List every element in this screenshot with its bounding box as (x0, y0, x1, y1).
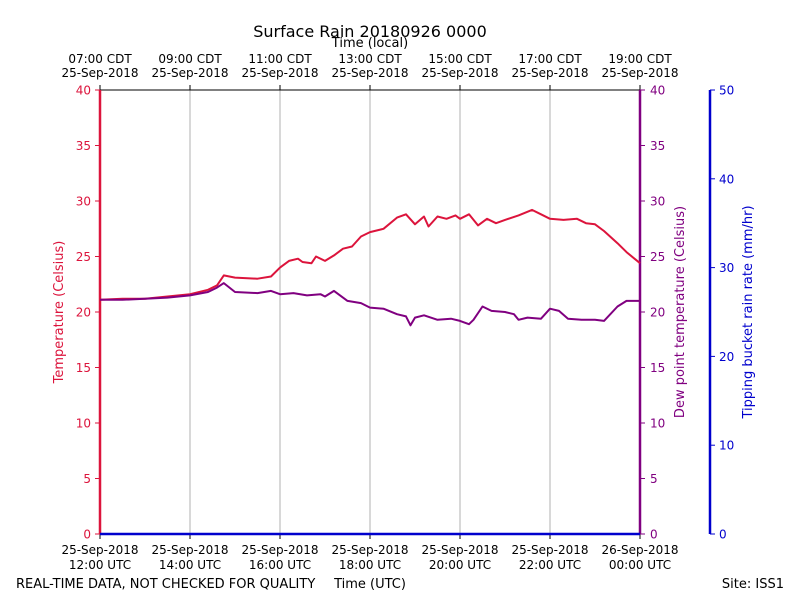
temperature-line (99, 208, 641, 301)
x-tick-label-top-time: 11:00 CDT (248, 52, 312, 66)
quality-disclaimer: REAL-TIME DATA, NOT CHECKED FOR QUALITY (16, 577, 315, 592)
rain-tick-label: 0 (719, 528, 727, 542)
x-tick-label-top-time: 13:00 CDT (338, 52, 402, 66)
dewpoint-tick-label: 15 (650, 361, 665, 375)
x-tick-label-top-date: 25-Sep-2018 (151, 66, 228, 80)
dewpoint-tick-label: 0 (650, 528, 658, 542)
x-tick-label-top-date: 25-Sep-2018 (241, 66, 318, 80)
x-tick-label-bottom-date: 26-Sep-2018 (601, 543, 678, 557)
x-tick-label-bottom-date: 25-Sep-2018 (511, 543, 588, 557)
x-tick-label-bottom-time: 12:00 UTC (69, 558, 131, 572)
x-tick-label-bottom-date: 25-Sep-2018 (151, 543, 228, 557)
left-axis-label: Temperature (Celsius) (52, 241, 67, 385)
x-tick-label-bottom-date: 25-Sep-2018 (61, 543, 138, 557)
grid-lines (189, 90, 551, 534)
x-tick-label-bottom-time: 22:00 UTC (519, 558, 581, 572)
site-label: Site: ISS1 (722, 577, 784, 592)
temp-tick-label: 0 (83, 528, 91, 542)
rain-tick-label: 40 (719, 172, 734, 186)
dewpoint-tick-label: 10 (650, 417, 665, 431)
temp-tick-label: 20 (76, 306, 91, 320)
x-tick-label-bottom-date: 25-Sep-2018 (241, 543, 318, 557)
axes (95, 85, 715, 539)
x-tick-label-bottom-date: 25-Sep-2018 (421, 543, 498, 557)
x-tick-label-top-date: 25-Sep-2018 (511, 66, 588, 80)
x-tick-label-top-time: 15:00 CDT (428, 52, 492, 66)
x-tick-label-top-date: 25-Sep-2018 (331, 66, 408, 80)
rain-tick-label: 30 (719, 261, 734, 275)
data-series (99, 208, 641, 536)
x-tick-label-top-date: 25-Sep-2018 (421, 66, 498, 80)
x-tick-label-bottom-date: 25-Sep-2018 (331, 543, 408, 557)
temp-tick-label: 30 (76, 195, 91, 209)
dewpoint-line (100, 282, 640, 327)
x-tick-label-top-time: 09:00 CDT (158, 52, 222, 66)
rain-tick-label: 20 (719, 350, 734, 364)
chart-title: Surface Rain 20180926 0000 (253, 22, 487, 41)
x-tick-label-bottom-time: 16:00 UTC (249, 558, 311, 572)
x-tick-label-top-date: 25-Sep-2018 (601, 66, 678, 80)
x-tick-label-top-time: 17:00 CDT (518, 52, 582, 66)
dewpoint-tick-label: 5 (650, 472, 658, 486)
dewpoint-tick-label: 25 (650, 250, 665, 264)
temp-tick-label: 10 (76, 417, 91, 431)
bottom-axis-label: Time (UTC) (333, 577, 406, 592)
x-tick-label-bottom-time: 18:00 UTC (339, 558, 401, 572)
top-axis-label: Time (local) (331, 36, 408, 51)
temp-tick-label: 40 (76, 84, 91, 98)
right-axis-label: Dew point temperature (Celsius) (673, 206, 688, 418)
x-tick-label-bottom-time: 00:00 UTC (609, 558, 671, 572)
rain-tick-label: 10 (719, 439, 734, 453)
temp-tick-label: 15 (76, 361, 91, 375)
dewpoint-tick-label: 35 (650, 139, 665, 153)
dewpoint-tick-label: 40 (650, 84, 665, 98)
temp-tick-label: 25 (76, 250, 91, 264)
rain-tick-label: 50 (719, 84, 734, 98)
far-right-axis-label: Tipping bucket rain rate (mm/hr) (741, 205, 756, 419)
temp-tick-label: 35 (76, 139, 91, 153)
dewpoint-tick-label: 20 (650, 306, 665, 320)
x-tick-label-top-time: 07:00 CDT (68, 52, 132, 66)
x-tick-label-top-time: 19:00 CDT (608, 52, 672, 66)
x-tick-label-bottom-time: 14:00 UTC (159, 558, 221, 572)
x-tick-label-top-date: 25-Sep-2018 (61, 66, 138, 80)
x-tick-label-bottom-time: 20:00 UTC (429, 558, 491, 572)
temp-tick-label: 5 (83, 472, 91, 486)
dewpoint-tick-label: 30 (650, 195, 665, 209)
